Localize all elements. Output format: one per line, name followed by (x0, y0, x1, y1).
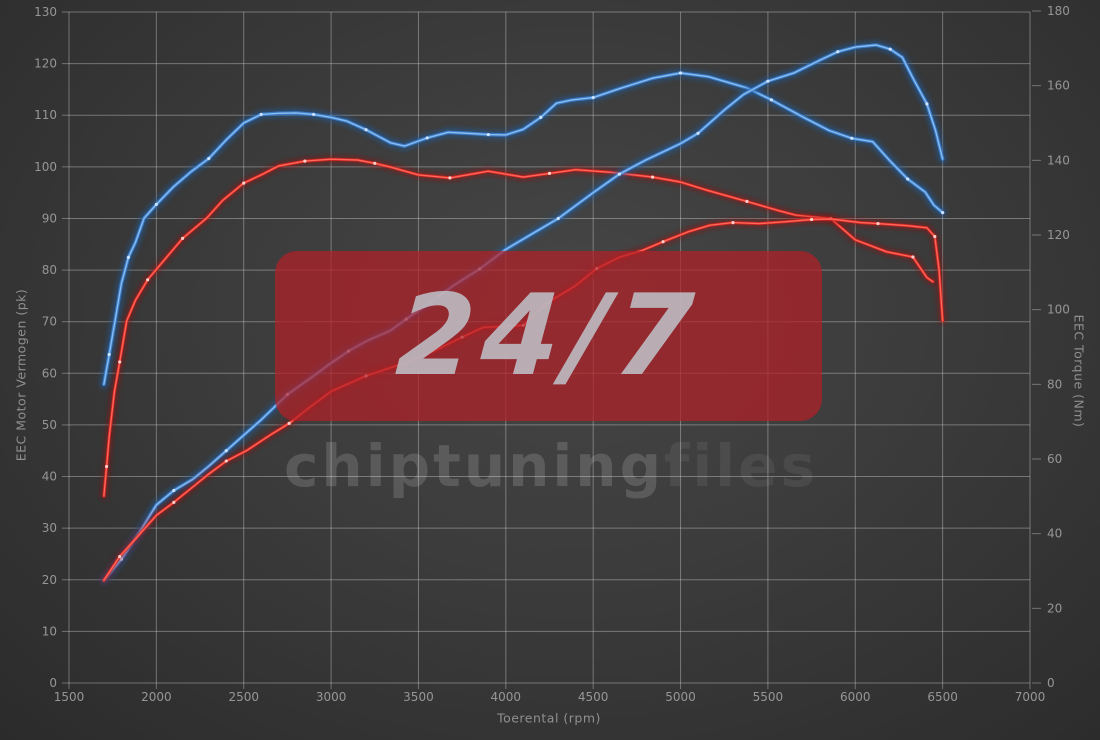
data-point-marker (731, 220, 735, 225)
x-tick-label: 5000 (665, 690, 696, 704)
right-tick-label: 180 (1047, 4, 1070, 18)
x-tick-label: 3000 (316, 690, 347, 704)
left-tick-label: 120 (34, 57, 57, 71)
data-point-marker (364, 128, 368, 132)
data-point-marker (104, 464, 109, 469)
data-point-marker (678, 71, 683, 75)
data-point-marker (617, 172, 621, 176)
watermark-brand-text: chiptuningfiles (284, 437, 818, 495)
data-point-marker (539, 115, 543, 119)
data-point-marker (766, 79, 770, 83)
data-point-marker (224, 449, 228, 453)
data-point-marker (154, 202, 158, 206)
x-axis-title: Toerental (rpm) (497, 710, 601, 726)
data-point-marker (107, 352, 111, 357)
right-tick-label: 40 (1047, 527, 1062, 541)
left-tick-label: 30 (42, 521, 57, 535)
data-point-marker (146, 278, 150, 282)
x-tick-label: 3500 (403, 690, 434, 704)
data-point-marker (118, 554, 122, 559)
watermark-brand-files: files (664, 432, 818, 500)
left-tick-label: 130 (34, 5, 57, 19)
x-tick-label: 6000 (840, 690, 871, 704)
right-tick-label: 100 (1047, 303, 1070, 317)
left-tick-label: 10 (42, 624, 57, 638)
data-point-marker (312, 112, 316, 117)
data-point-marker (696, 131, 700, 135)
right-tick-label: 140 (1047, 153, 1070, 167)
left-tick-label: 60 (42, 366, 57, 380)
watermark-badge: 24/7 (275, 251, 822, 421)
data-point-marker (650, 175, 655, 179)
data-point-marker (118, 360, 122, 364)
right-tick-label: 160 (1047, 79, 1070, 93)
right-tick-label: 0 (1047, 676, 1055, 690)
left-tick-label: 20 (42, 573, 57, 587)
left-tick-label: 50 (42, 418, 57, 432)
x-tick-label: 6500 (927, 690, 958, 704)
left-tick-label: 80 (42, 263, 57, 277)
right-tick-label: 20 (1047, 601, 1062, 615)
data-point-marker (126, 255, 131, 259)
left-tick-label: 100 (34, 160, 57, 174)
x-tick-label: 2000 (141, 690, 172, 704)
x-tick-label: 2500 (228, 690, 259, 704)
left-axis-title: EEC Motor Vermogen (pk) (13, 288, 29, 462)
data-point-marker (906, 177, 910, 181)
tick-labels: 0 10 20 30 40 50 60 70 80 90 100 110 120 130 0 20 40 60 80… (34, 4, 1070, 704)
data-point-marker (207, 156, 211, 161)
data-point-marker (259, 112, 263, 117)
data-point-marker (224, 459, 228, 463)
data-point-marker (925, 102, 929, 106)
x-tick-label: 7000 (1015, 690, 1046, 704)
data-point-marker (745, 199, 749, 203)
data-point-marker (172, 488, 176, 493)
data-point-marker (180, 236, 185, 240)
data-point-marker (850, 136, 854, 140)
right-axis-title: EEC Torque (Nm) (1071, 314, 1087, 428)
x-tick-label: 4000 (491, 690, 522, 704)
data-point-marker (486, 132, 490, 137)
data-point-marker (547, 171, 552, 175)
x-tick-label: 4500 (578, 690, 609, 704)
data-point-marker (661, 240, 665, 244)
left-tick-label: 110 (34, 108, 57, 122)
data-point-marker (888, 47, 892, 51)
x-tick-label: 5500 (753, 690, 784, 704)
series-torque-red (100, 155, 937, 500)
watermark-24-7-text: 24/7 (392, 271, 705, 401)
data-point-marker (911, 255, 915, 259)
data-point-marker (941, 211, 945, 215)
left-tick-label: 90 (42, 211, 57, 225)
data-point-marker (556, 216, 560, 221)
left-tick-label: 40 (42, 470, 57, 484)
data-point-marker (933, 234, 937, 239)
series-torque-blue (99, 68, 948, 389)
data-point-marker (172, 500, 176, 504)
data-point-marker (836, 50, 840, 54)
right-tick-label: 120 (1047, 228, 1070, 242)
data-point-marker (303, 159, 307, 163)
x-tick-label: 1500 (54, 690, 85, 704)
data-point-marker (425, 136, 429, 140)
right-tick-label: 80 (1047, 377, 1062, 391)
data-point-marker (242, 181, 246, 185)
data-point-marker (591, 96, 595, 100)
right-tick-label: 60 (1047, 452, 1062, 466)
data-point-marker (809, 217, 814, 222)
watermark-brand-chiptuning: chiptuning (284, 432, 665, 500)
data-point-marker (287, 421, 291, 425)
data-point-marker (448, 176, 452, 180)
data-point-marker (769, 98, 774, 102)
data-point-marker (373, 161, 377, 165)
left-tick-label: 70 (42, 315, 57, 329)
left-tick-label: 0 (49, 676, 57, 690)
data-point-marker (876, 222, 880, 226)
